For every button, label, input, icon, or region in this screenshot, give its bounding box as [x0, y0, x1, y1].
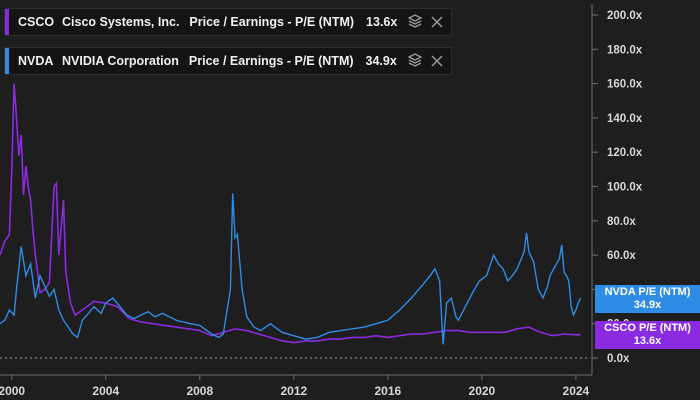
legend-value: 34.9x — [365, 54, 397, 68]
y-tick-label: 80.0x — [607, 216, 636, 228]
tag-value: 13.6x — [633, 335, 662, 347]
csco-last-value-tag: CSCO P/E (NTM) 13.6x — [595, 321, 700, 349]
x-tick-label: 2012 — [280, 384, 307, 398]
y-tick-label: 100.0x — [607, 182, 643, 194]
legend-item-csco[interactable]: CSCO Cisco Systems, Inc. Price / Earning… — [4, 8, 453, 36]
x-tick-label: 2020 — [469, 384, 496, 398]
series-color-swatch — [5, 48, 9, 74]
series-color-swatch — [5, 9, 9, 35]
x-axis-ticks: 2000 2004 2008 2012 2016 2020 2024 — [0, 375, 590, 398]
y-tick-label: 0.0x — [607, 353, 630, 365]
tag-label: CSCO P/E (NTM) — [604, 322, 691, 334]
csco-series-line[interactable] — [0, 83, 581, 344]
tag-value: 34.9x — [633, 299, 662, 311]
x-tick-label: 2004 — [92, 384, 119, 398]
x-tick-label: 2000 — [0, 384, 25, 398]
legend-company: NVIDIA Corporation — [62, 54, 179, 68]
stack-icon[interactable] — [407, 14, 423, 30]
stack-icon[interactable] — [407, 53, 423, 69]
y-tick-label: 120.0x — [607, 147, 643, 159]
legend-metric: Price / Earnings - P/E (NTM) — [189, 15, 355, 29]
legend-item-nvda[interactable]: NVDA NVIDIA Corporation Price / Earnings… — [4, 47, 452, 75]
legend-ticker: CSCO — [18, 15, 55, 29]
nvda-series-line[interactable] — [0, 193, 582, 345]
y-tick-label: 60.0x — [607, 250, 636, 262]
legend-company: Cisco Systems, Inc. — [62, 15, 180, 29]
y-tick-label: 200.0x — [607, 10, 643, 22]
legend-ticker: NVDA — [18, 54, 54, 68]
x-tick-label: 2008 — [186, 384, 213, 398]
x-tick-label: 2024 — [563, 384, 590, 398]
legend-metric: Price / Earnings - P/E (NTM) — [188, 54, 354, 68]
tag-label: NVDA P/E (NTM) — [604, 286, 691, 298]
legend-value: 13.6x — [366, 15, 398, 29]
x-tick-label: 2016 — [374, 384, 401, 398]
close-icon[interactable] — [431, 16, 443, 28]
y-tick-label: 140.0x — [607, 113, 643, 125]
y-tick-label: 180.0x — [607, 44, 643, 56]
close-icon[interactable] — [431, 55, 443, 67]
nvda-last-value-tag: NVDA P/E (NTM) 34.9x — [595, 285, 700, 313]
y-tick-label: 160.0x — [607, 79, 643, 91]
